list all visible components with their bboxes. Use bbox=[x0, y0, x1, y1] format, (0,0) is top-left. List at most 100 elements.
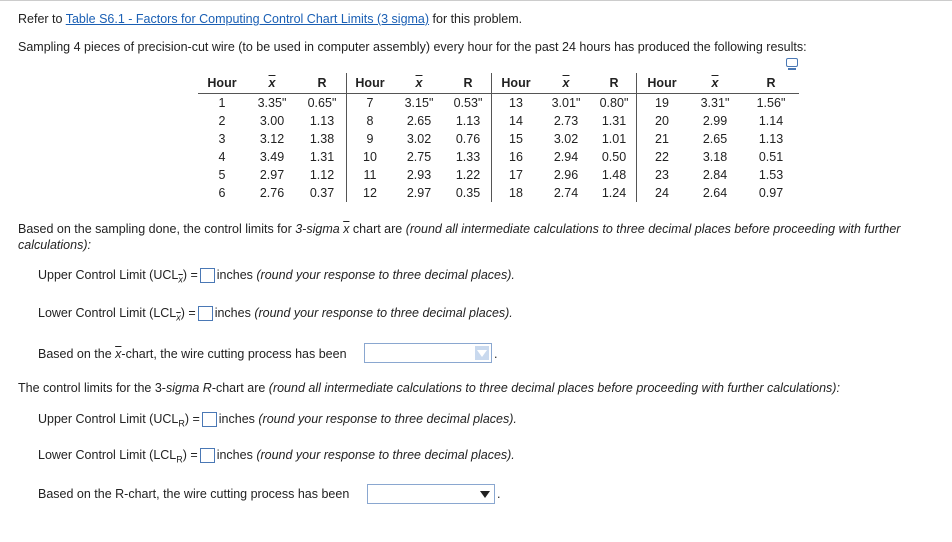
table-cell: 0.37 bbox=[309, 186, 335, 200]
rchart-intro-c: -chart are bbox=[211, 381, 269, 395]
ucl-x-label: Upper Control Limit (UCL bbox=[38, 268, 179, 282]
lcl-x-input[interactable] bbox=[197, 306, 213, 322]
table-cell: 17 bbox=[491, 166, 540, 184]
header-hour: Hour bbox=[346, 73, 393, 94]
ucl-x-input[interactable] bbox=[199, 268, 215, 284]
table-cell: 18 bbox=[491, 184, 540, 202]
rchart-conclusion: Based on the R-chart, the wire cutting p… bbox=[38, 487, 350, 501]
table-cell: 12 bbox=[346, 184, 393, 202]
rchart-status-dropdown[interactable] bbox=[367, 484, 495, 504]
lcl-r-label: Lower Control Limit (LCL bbox=[38, 448, 177, 462]
xchart-intro-f: calculations): bbox=[18, 238, 91, 252]
intro-suffix: for this problem. bbox=[429, 12, 523, 26]
table-cell: 6 bbox=[218, 186, 226, 200]
header-r: R bbox=[592, 73, 637, 94]
lcl-r-row: Lower Control Limit (LCLR) = inches (roun… bbox=[38, 448, 515, 465]
copy-icon[interactable] bbox=[786, 58, 798, 70]
table-cell: 2.75 bbox=[406, 150, 432, 164]
xchart-intro-b: 3-sigma bbox=[295, 222, 340, 236]
xchart-conclusion-c: -chart, the wire cutting process has bee… bbox=[121, 347, 347, 361]
header-xbar: x bbox=[540, 73, 592, 94]
table-cell: 1.12 bbox=[309, 168, 335, 182]
ucl-r-label: Upper Control Limit (UCL bbox=[38, 412, 179, 426]
table-cell: 24 bbox=[636, 184, 687, 202]
table-cell: 1 bbox=[218, 96, 226, 110]
table-cell: 7 bbox=[346, 93, 393, 112]
header-hour: Hour bbox=[636, 73, 687, 94]
table-row: 6 2.76 0.37 12 2.97 0.35 18 2.74 1.24 24 2.64 0.97 bbox=[198, 184, 799, 202]
table-cell: 0.97 bbox=[758, 186, 784, 200]
table-cell: 15 bbox=[491, 130, 540, 148]
ucl-x-row: Upper Control Limit (UCLx) = inches (roun… bbox=[38, 268, 515, 285]
table-cell: 3 bbox=[218, 132, 226, 146]
table-cell: 1.53 bbox=[758, 168, 784, 182]
table-cell: 2.99 bbox=[702, 114, 728, 128]
table-cell: 2.74 bbox=[553, 186, 579, 200]
table-cell: 1.22 bbox=[455, 168, 481, 182]
table-cell: 3.01" bbox=[551, 96, 581, 110]
header-r: R bbox=[743, 73, 799, 94]
table-cell: 0.80" bbox=[599, 96, 629, 110]
table-cell: 16 bbox=[491, 148, 540, 166]
xbar-symbol: x bbox=[115, 347, 122, 361]
xchart-intro-e: (round all intermediate calculations to … bbox=[405, 222, 901, 236]
xchart-instructions: Based on the sampling done, the control … bbox=[18, 221, 938, 253]
table-cell: 2.97 bbox=[259, 168, 285, 182]
table-cell: 3.00 bbox=[259, 114, 285, 128]
ucl-r-input[interactable] bbox=[201, 412, 217, 428]
table-header-row: Hour x R Hour x R Hour x R Hour x R bbox=[198, 73, 799, 94]
table-row: 5 2.97 1.12 11 2.93 1.22 17 2.96 1.48 23 2.84 1.53 bbox=[198, 166, 799, 184]
table-cell: 1.13 bbox=[758, 132, 784, 146]
table-cell: 1.38 bbox=[309, 132, 335, 146]
xbar-symbol: x bbox=[343, 222, 350, 236]
table-cell: 3.18 bbox=[702, 150, 728, 164]
table-cell: 10 bbox=[346, 148, 393, 166]
header-xbar: x bbox=[246, 73, 298, 94]
table-cell: 0.65" bbox=[307, 96, 337, 110]
table-cell: 14 bbox=[491, 112, 540, 130]
ucl-x-equals: ) = bbox=[182, 268, 198, 282]
table-cell: 0.53" bbox=[453, 96, 483, 110]
table-cell: 21 bbox=[636, 130, 687, 148]
table-row: 3 3.12 1.38 9 3.02 0.76 15 3.02 1.01 21 2.65 1.13 bbox=[198, 130, 799, 148]
lcl-r-input[interactable] bbox=[199, 448, 215, 464]
table-cell: 2.76 bbox=[259, 186, 285, 200]
table-cell: 3.02 bbox=[406, 132, 432, 146]
table-cell: 3.12 bbox=[259, 132, 285, 146]
chevron-down-icon[interactable] bbox=[478, 487, 492, 501]
table-cell: 20 bbox=[636, 112, 687, 130]
table-link[interactable]: Table S6.1 - Factors for Computing Contr… bbox=[65, 12, 430, 26]
ucl-r-row: Upper Control Limit (UCLR) = inches (roun… bbox=[38, 412, 517, 429]
table-cell: 1.31 bbox=[601, 114, 627, 128]
xchart-intro-d: chart are bbox=[349, 222, 406, 236]
table-cell: 1.01 bbox=[601, 132, 627, 146]
table-cell: 9 bbox=[346, 130, 393, 148]
table-cell: 2.84 bbox=[702, 168, 728, 182]
ucl-r-equals: ) = bbox=[184, 412, 200, 426]
xchart-intro-a: Based on the sampling done, the control … bbox=[18, 222, 296, 236]
rchart-intro-a: The control limits for the 3- bbox=[18, 381, 166, 395]
data-table: Hour x R Hour x R Hour x R Hour x R 1 3.3… bbox=[198, 73, 799, 202]
table-cell: 19 bbox=[636, 93, 687, 112]
problem-statement: Sampling 4 pieces of precision-cut wire … bbox=[18, 40, 807, 54]
table-cell: 2.73 bbox=[553, 114, 579, 128]
header-hour: Hour bbox=[491, 73, 540, 94]
table-cell: 2.96 bbox=[553, 168, 579, 182]
header-xbar: x bbox=[687, 73, 743, 94]
table-cell: 1.13 bbox=[455, 114, 481, 128]
table-cell: 2 bbox=[218, 114, 226, 128]
header-hour: Hour bbox=[198, 73, 246, 94]
table-cell: 0.35 bbox=[455, 186, 481, 200]
lcl-r-subscript: R bbox=[176, 454, 183, 465]
table-cell: 1.24 bbox=[601, 186, 627, 200]
xchart-status-dropdown[interactable] bbox=[364, 343, 492, 363]
table-cell: 2.64 bbox=[702, 186, 728, 200]
table-cell: 8 bbox=[346, 112, 393, 130]
period: . bbox=[494, 347, 498, 361]
chevron-down-icon[interactable] bbox=[475, 346, 489, 360]
table-cell: 2.94 bbox=[553, 150, 579, 164]
table-cell: 3.49 bbox=[259, 150, 285, 164]
xchart-conclusion-a: Based on the bbox=[38, 347, 116, 361]
table-cell: 23 bbox=[636, 166, 687, 184]
table-cell: 1.13 bbox=[309, 114, 335, 128]
